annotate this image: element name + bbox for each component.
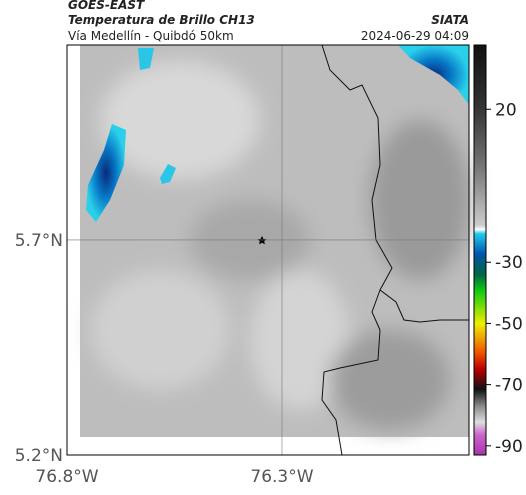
colorbar-label: -30 [495,253,523,273]
imagery [80,44,470,456]
region: Vía Medellín - Quibdó 50km [68,29,234,43]
colorbar [473,44,487,456]
x-tick-label: 76.3°W [250,467,313,487]
colorbar-label: -90 [495,437,523,457]
colorbar-label: -70 [495,376,523,396]
product: Temperatura de Brillo CH13 [68,13,255,27]
x-tick-label: 76.8°W [35,467,98,487]
colorbar-label: 20 [495,100,517,120]
colorbar-label: -50 [495,314,523,334]
datetime: 2024-06-29 04:09 [361,29,469,43]
source: SIATA [431,13,469,27]
y-tick-label: 5.7°N [15,231,63,251]
y-tick-label: 5.2°N [15,446,63,466]
satellite: GOES-EAST [68,0,145,12]
map-frame [66,44,470,456]
